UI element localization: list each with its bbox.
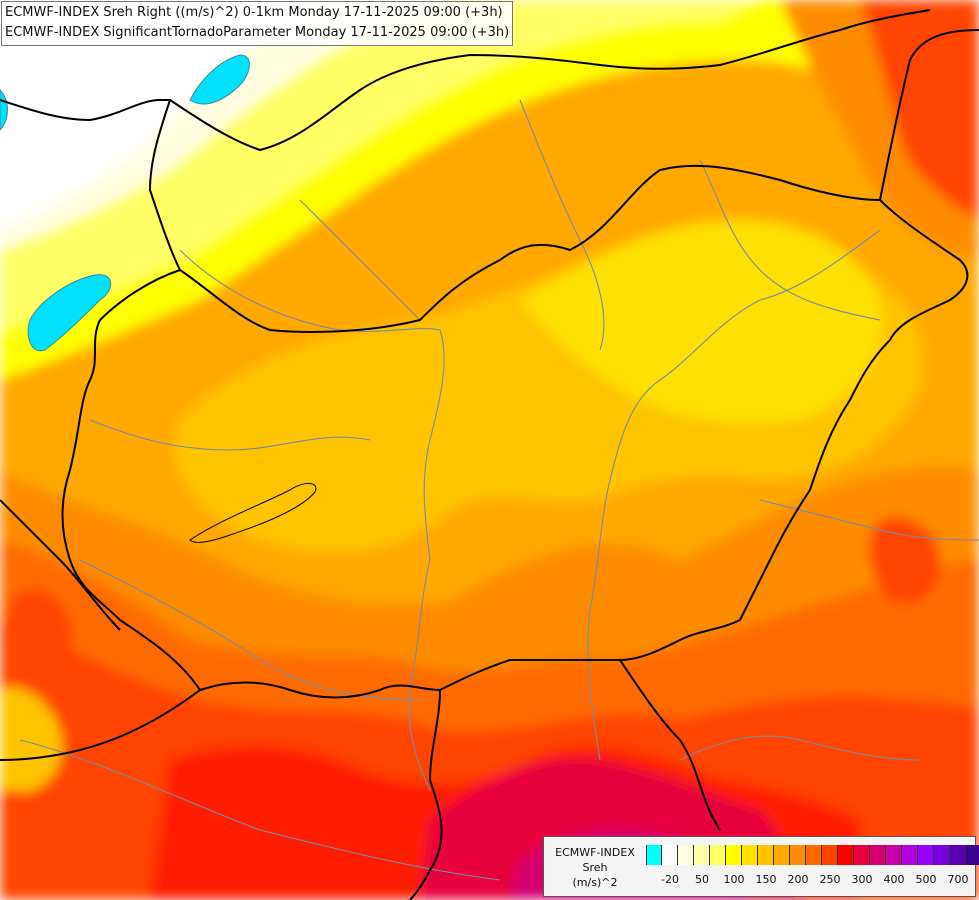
river-north-1 [299, 199, 421, 321]
legend-swatch [966, 845, 979, 865]
river-danube [179, 249, 445, 791]
color-legend: ECMWF-INDEX Sreh (m/s)^2 -20 50 100 150 200 2… [543, 836, 979, 897]
legend-swatch [742, 845, 758, 865]
legend-tick-label: 700 [947, 873, 969, 886]
legend-swatch [934, 845, 950, 865]
legend-swatch [886, 845, 902, 865]
legend-tick-label: 100 [723, 873, 745, 886]
legend-swatch [806, 845, 822, 865]
border-croatia-serbia [409, 689, 443, 900]
legend-swatch [710, 845, 726, 865]
field-yellow-center [520, 220, 882, 424]
border-slovakia-north [169, 9, 931, 152]
legend-tick-label: 300 [851, 873, 873, 886]
field-yellow-southwest [0, 687, 62, 792]
field-red-west-spot [6, 589, 73, 690]
legend-tick-label: 500 [915, 873, 937, 886]
field-red-northeast [860, 0, 979, 220]
legend-swatch [662, 845, 678, 865]
border-hungary [61, 164, 969, 699]
river-mures [759, 499, 979, 541]
border-east [879, 29, 979, 201]
legend-swatch [902, 845, 918, 865]
legend-tick-label: 150 [755, 873, 777, 886]
field-orange-northeast [780, 0, 979, 260]
legend-tick-label: 200 [787, 873, 809, 886]
river-sava [19, 739, 501, 881]
legend-swatch [726, 845, 742, 865]
legend-swatch [646, 845, 662, 865]
legend-swatch [838, 845, 854, 865]
border-croatia-south [0, 689, 201, 761]
title-line-stp: ECMWF-INDEX SignificantTornadoParameter … [5, 25, 510, 40]
map-title: ECMWF-INDEX Sreh Right ((m/s)^2) 0-1km M… [1, 1, 514, 46]
legend-swatch [758, 845, 774, 865]
border-romania-serbia [619, 659, 721, 831]
legend-ticks: -20 50 100 150 200 250 300 400 500 700 [646, 873, 976, 889]
legend-tick-label: -20 [661, 873, 679, 886]
legend-unit: (m/s)^2 [572, 876, 618, 889]
legend-tick-label: 250 [819, 873, 841, 886]
legend-swatch [854, 845, 870, 865]
legend-variable: Sreh [582, 861, 608, 874]
border-slovenia [0, 499, 121, 631]
legend-swatch [918, 845, 934, 865]
field-red-east-spot [869, 517, 940, 604]
legend-source: ECMWF-INDEX [555, 846, 635, 859]
title-line-sreh: ECMWF-INDEX Sreh Right ((m/s)^2) 0-1km M… [5, 5, 503, 20]
border-austria [0, 99, 181, 271]
legend-swatches [646, 845, 979, 865]
legend-tick-label: 50 [695, 873, 709, 886]
legend-label: ECMWF-INDEX Sreh (m/s)^2 [548, 845, 642, 890]
lake-balaton [189, 483, 317, 543]
legend-swatch [822, 845, 838, 865]
river-north-2 [519, 99, 605, 351]
lakes [0, 54, 317, 543]
legend-swatch [950, 845, 966, 865]
lake-north [189, 54, 250, 105]
river-west-1 [89, 419, 371, 451]
rivers [19, 99, 979, 881]
legend-tick-label: 400 [883, 873, 905, 886]
legend-swatch [774, 845, 790, 865]
legend-swatch [790, 845, 806, 865]
river-south-east [679, 735, 921, 761]
legend-swatch [870, 845, 886, 865]
field-white-northwest [0, 0, 300, 230]
legend-swatch [678, 845, 694, 865]
borders [0, 9, 979, 900]
legend-swatch [694, 845, 710, 865]
river-tisza [587, 229, 881, 761]
river-east-1 [699, 159, 881, 321]
lake-east-austria [27, 274, 112, 352]
river-drava [79, 559, 421, 701]
